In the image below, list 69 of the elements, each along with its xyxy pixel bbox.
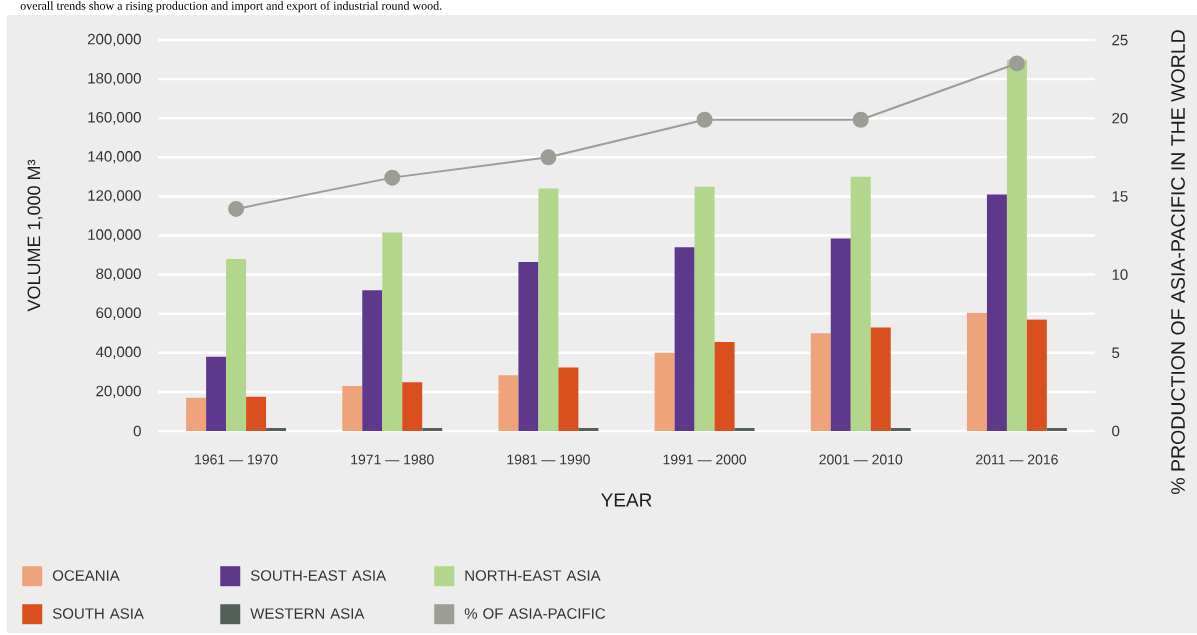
bar [246,396,267,431]
legend-label: SOUTH ASIA [52,608,144,619]
point [540,149,557,166]
bar [266,428,287,431]
y-tick-label: 180,000 [88,72,141,86]
bar [734,428,755,431]
legend-label: WESTERN ASIA [250,608,365,619]
y-tick-label: 200,000 [88,33,141,47]
bar [382,232,403,431]
bar [850,176,871,431]
bar [830,238,851,431]
bar [654,352,675,431]
x-tick-label: 1991 — 2000 [663,454,747,465]
y2-tick-label: 5 [1112,347,1120,359]
bar [342,386,363,431]
legend-label: SOUTH-EAST ASIA [250,570,387,581]
y2-axis-title: % PRODUCTION OF ASIA-PACIFIC IN THE WORLD [1171,30,1185,495]
y-tick-label: 20,000 [96,385,141,399]
y-tick-label: 160,000 [88,112,141,125]
y2-tick-label: 25 [1112,34,1128,46]
bar [890,428,911,431]
bar [870,327,891,431]
x-axis-title: YEAR [601,493,652,507]
bar [226,258,247,431]
y-tick-label: 100,000 [88,229,141,242]
y-axis-title: VOLUME 1,000 M³ [27,159,43,312]
legend-label: OCEANIA [52,570,120,581]
bar [1006,59,1027,431]
x-tick-label: 1961 — 1970 [195,454,278,465]
x-tick-label: 2001 — 2010 [819,454,903,465]
bar [206,356,227,431]
bar [518,261,539,431]
y-tick-label: 0 [133,425,141,437]
bar [558,367,579,431]
legend-label: NORTH-EAST ASIA [465,570,601,581]
point [1008,55,1025,72]
point [228,200,245,217]
bar [402,382,423,431]
y2-tick-label: 15 [1112,191,1128,202]
bar [714,342,735,431]
x-tick-label: 1971 — 1980 [351,454,434,465]
bar [1026,319,1047,431]
bar [498,375,519,431]
legend-label: % OF ASIA-PACIFIC [464,608,606,619]
x-tick-label: 1981 — 1990 [507,454,590,465]
bar [362,290,383,431]
point [696,111,713,128]
y2-tick-label: 10 [1112,269,1128,280]
y-tick-label: 60,000 [96,307,141,320]
text: overall trends show a rising production and import and export of industrial round wood. [20,1,442,13]
bar [186,397,207,431]
point [852,111,869,128]
y-tick-label: 80,000 [96,268,141,281]
y-tick-label: 120,000 [88,190,141,203]
bar [810,333,831,431]
y-tick-label: 40,000 [95,346,141,359]
y2-tick-label: 20 [1112,112,1128,124]
bar [422,428,443,431]
y2-tick-label: 0 [1112,425,1120,437]
bar [694,186,715,431]
bar [986,194,1007,431]
bar [1046,428,1067,431]
bar [578,428,599,431]
x-tick-label: 2011 — 2016 [976,454,1058,465]
y-tick-label: 140,000 [88,151,141,164]
point [384,169,401,186]
bar [538,188,559,431]
bar [966,312,987,431]
bar [674,247,695,431]
